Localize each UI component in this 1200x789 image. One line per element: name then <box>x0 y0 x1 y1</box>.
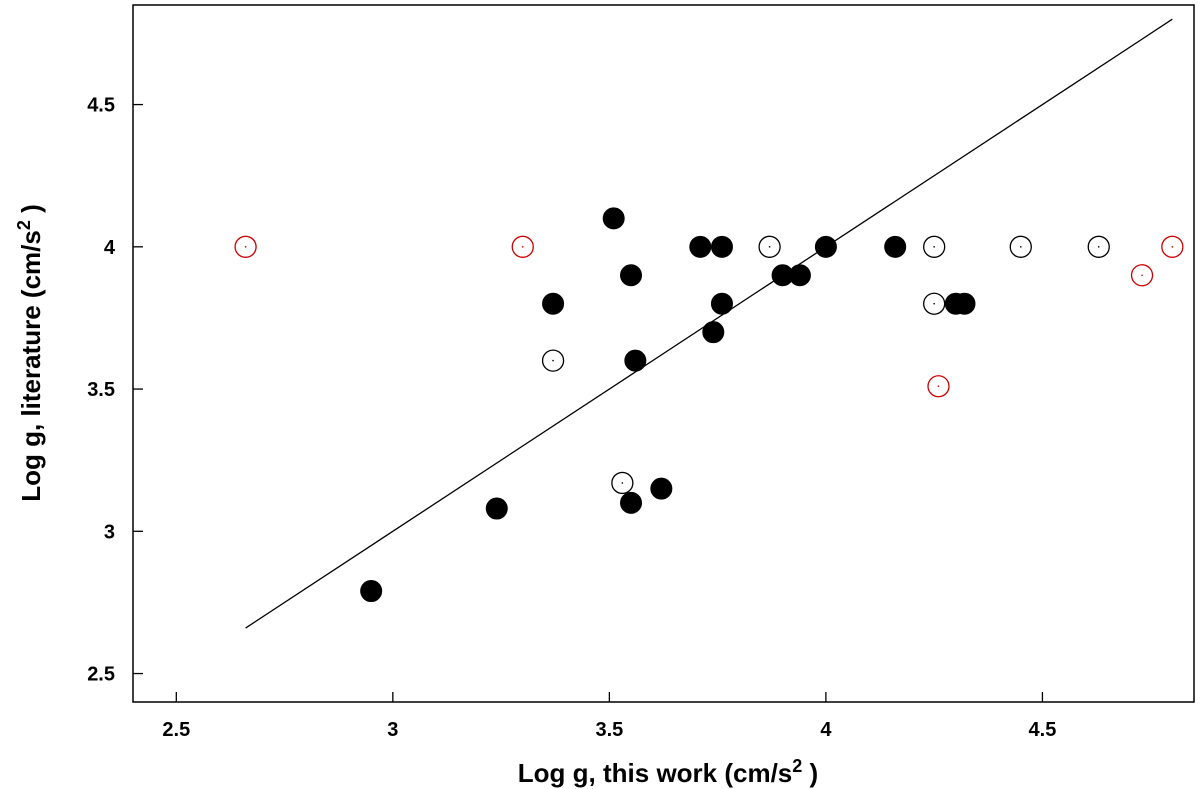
open-data-point <box>923 292 946 315</box>
filled-data-point <box>542 292 565 315</box>
filled-data-point <box>620 264 643 287</box>
red-open-data-point <box>927 375 950 398</box>
x-axis-title: Log g, this work (cm/s2 ) <box>518 756 818 788</box>
open-data-point <box>923 235 946 258</box>
y-axis-title-sup: 2 <box>14 220 34 230</box>
open-marker-center-dot <box>933 302 935 305</box>
filled-data-point <box>624 349 647 372</box>
open-marker-center-dot <box>937 385 940 388</box>
filled-data-point <box>360 580 383 603</box>
y-tick-label: 4.5 <box>87 95 115 117</box>
filled-data-point <box>650 477 673 500</box>
x-axis-title-end: ) <box>802 758 818 788</box>
x-tick-label: 3.5 <box>595 719 623 741</box>
red-open-data-point <box>1161 235 1184 258</box>
filled-data-point <box>702 321 725 344</box>
open-data-point <box>1009 235 1032 258</box>
open-data-point <box>611 471 634 495</box>
y-tick-label: 3.5 <box>87 379 115 401</box>
filled-data-point <box>710 292 733 315</box>
plot-frame <box>132 4 1195 703</box>
filled-data-point <box>814 235 837 258</box>
filled-data-point <box>884 235 907 258</box>
red-open-data-point <box>234 235 257 258</box>
y-axis-ticks: 2.5 3 3.5 4 4.5 <box>87 95 143 686</box>
x-tick-label: 3 <box>387 719 398 741</box>
open-marker-center-dot <box>621 482 624 484</box>
x-axis-ticks: 2.5 3 3.5 4 4.5 <box>162 692 1056 741</box>
x-tick-label: 2.5 <box>162 719 190 741</box>
x-tick-label: 4.5 <box>1029 719 1057 741</box>
x-axis-title-main: Log g, this work (cm/s <box>518 758 792 788</box>
open-data-point <box>541 349 565 372</box>
filled-data-point <box>485 497 508 520</box>
x-tick-label: 4 <box>820 719 832 741</box>
filled-data-point <box>602 207 625 230</box>
filled-data-point <box>710 235 733 258</box>
filled-data-point <box>953 292 976 315</box>
data-points <box>234 207 1184 603</box>
open-marker-center-dot <box>933 246 935 248</box>
y-axis-title-end: ) <box>16 204 46 220</box>
y-axis-title: Log g, literature (cm/s2 ) <box>14 204 46 502</box>
y-tick-label: 2.5 <box>87 664 115 686</box>
red-open-data-point <box>511 235 534 258</box>
y-axis-title-main: Log g, literature (cm/s <box>16 230 46 502</box>
y-tick-label: 4 <box>104 237 116 259</box>
filled-data-point <box>620 491 643 514</box>
open-marker-center-dot <box>552 359 554 362</box>
x-axis-title-sup: 2 <box>792 756 802 776</box>
red-open-data-point <box>1130 264 1154 287</box>
y-tick-label: 3 <box>104 521 115 543</box>
open-marker-center-dot <box>1097 246 1100 248</box>
open-marker-center-dot <box>244 246 247 248</box>
open-marker-center-dot <box>1019 246 1022 248</box>
open-data-point <box>758 235 781 258</box>
filled-data-point <box>788 264 811 287</box>
open-marker-center-dot <box>1141 274 1143 277</box>
open-marker-center-dot <box>768 246 771 248</box>
open-marker-center-dot <box>521 246 524 248</box>
open-data-point <box>1087 235 1110 258</box>
filled-data-point <box>689 235 712 258</box>
open-marker-center-dot <box>1171 246 1174 248</box>
